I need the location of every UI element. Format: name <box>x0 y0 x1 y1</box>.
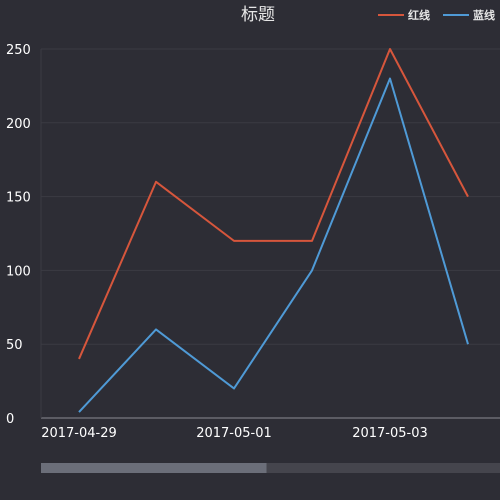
y-tick-label-250: 250 <box>6 43 31 58</box>
series-line-blue[interactable] <box>78 77 469 413</box>
x-tick-label-2017-05-03: 2017-05-03 <box>352 426 428 441</box>
y-tick-label-0: 0 <box>6 412 14 427</box>
grid-lines <box>41 48 500 419</box>
data-zoom-handle[interactable] <box>41 463 267 473</box>
y-tick-label-50: 50 <box>6 338 23 353</box>
series-line-red[interactable] <box>78 48 469 360</box>
legend-item-blue[interactable]: 蓝线 <box>443 8 495 22</box>
legend-item-red[interactable]: 红线 <box>378 8 430 22</box>
x-tick-label-2017-04-29: 2017-04-29 <box>41 426 117 441</box>
x-tick-label-2017-05-01: 2017-05-01 <box>196 426 272 441</box>
data-zoom-track[interactable] <box>41 463 500 473</box>
y-tick-label-200: 200 <box>6 117 31 132</box>
chart-title: 标题 <box>241 5 275 25</box>
y-axis-tick-labels: 0 50 100 150 200 250 <box>6 43 31 427</box>
legend[interactable]: 红线 蓝线 <box>378 8 495 22</box>
data-zoom-slider[interactable] <box>41 463 500 473</box>
legend-label-red: 红线 <box>408 8 430 22</box>
y-tick-label-150: 150 <box>6 191 31 206</box>
legend-label-blue: 蓝线 <box>473 8 495 22</box>
y-tick-label-100: 100 <box>6 264 31 279</box>
series-lines <box>78 48 469 413</box>
x-axis-tick-labels: 2017-04-29 2017-05-01 2017-05-03 <box>41 426 428 441</box>
